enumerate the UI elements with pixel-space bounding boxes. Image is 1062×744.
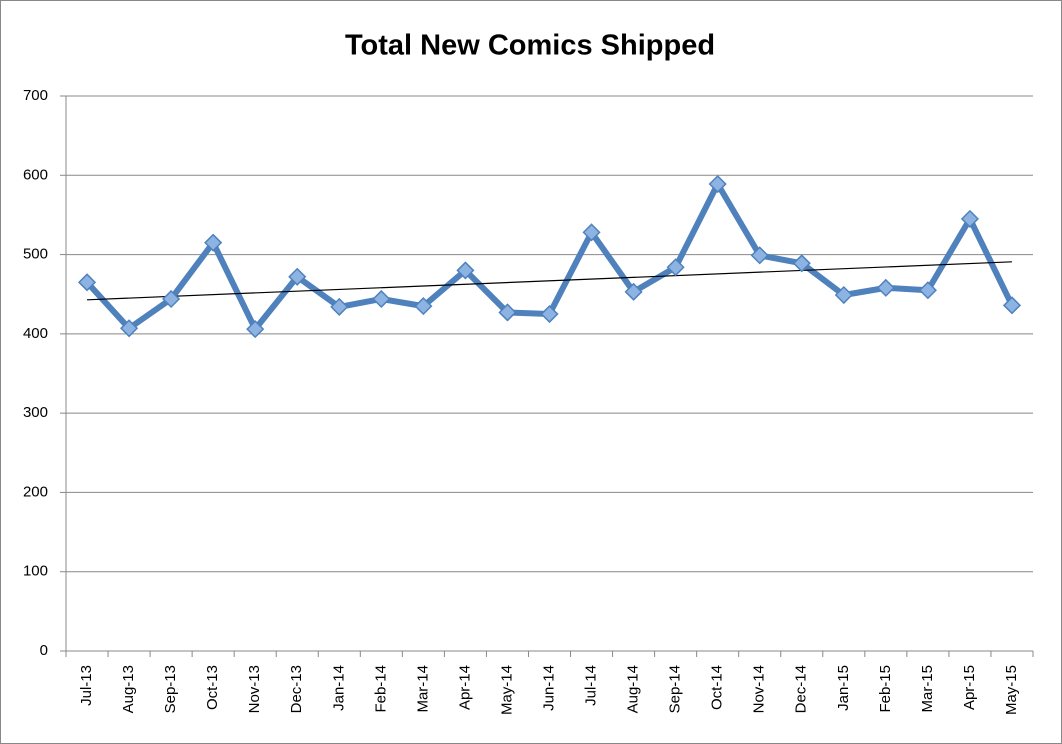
x-tick-label: Apr-15 (961, 665, 978, 710)
x-tick-label: Nov-13 (246, 665, 263, 713)
y-tick-label: 0 (40, 642, 48, 659)
data-point (540, 304, 559, 324)
trendline (86, 261, 1013, 301)
x-tick-label: Dec-14 (793, 665, 810, 713)
x-tick-label: May-14 (498, 665, 515, 715)
data-point (414, 297, 433, 316)
y-tick-label: 200 (23, 483, 48, 500)
data-point (120, 319, 139, 338)
y-tick-label: 600 (23, 166, 48, 183)
data-point (918, 281, 937, 300)
x-tick-label: Jun-14 (540, 665, 557, 711)
data-point (708, 174, 727, 194)
x-tick-label: Mar-14 (414, 665, 431, 713)
x-tick-label: Jul-13 (78, 665, 95, 706)
y-tick-label: 300 (23, 404, 48, 421)
x-tick-label: Nov-14 (751, 665, 768, 713)
x-tick-label: Jan-15 (835, 665, 852, 711)
data-point (330, 297, 349, 316)
data-point (372, 289, 391, 309)
data-point (876, 278, 895, 297)
x-tick-label: Aug-13 (120, 665, 137, 713)
x-tick-label: Mar-15 (919, 665, 936, 713)
y-tick-label: 100 (23, 563, 48, 580)
data-point (624, 282, 643, 301)
x-tick-label: Apr-14 (456, 665, 473, 710)
data-point (666, 258, 685, 277)
data-point (792, 254, 811, 273)
data-point (288, 267, 307, 286)
x-tick-label: Sep-13 (162, 665, 179, 713)
data-point (960, 209, 979, 228)
x-tick-label: Sep-14 (667, 665, 684, 713)
x-tick-label: Jul-14 (583, 665, 600, 706)
x-tick-label: Aug-14 (625, 665, 642, 713)
data-point (582, 223, 601, 242)
x-tick-label: Oct-13 (204, 665, 221, 710)
data-point (498, 303, 517, 322)
x-tick-label: May-15 (1003, 665, 1020, 715)
data-point (246, 320, 265, 339)
x-tick-label: Oct-14 (709, 665, 726, 710)
chart-title: Total New Comics Shipped (345, 30, 715, 62)
data-point (456, 261, 475, 280)
y-tick-label: 700 (23, 87, 48, 104)
data-point (750, 246, 769, 265)
data-point (834, 285, 853, 305)
x-tick-label: Feb-15 (877, 665, 894, 713)
x-tick-label: Feb-14 (372, 665, 389, 713)
x-tick-label: Dec-13 (288, 665, 305, 713)
y-tick-label: 400 (23, 325, 48, 342)
data-point (1002, 296, 1022, 315)
data-point (162, 289, 181, 309)
data-point (77, 273, 97, 292)
y-tick-label: 500 (23, 246, 48, 263)
data-point (204, 233, 223, 252)
x-tick-label: Jan-14 (330, 665, 347, 711)
